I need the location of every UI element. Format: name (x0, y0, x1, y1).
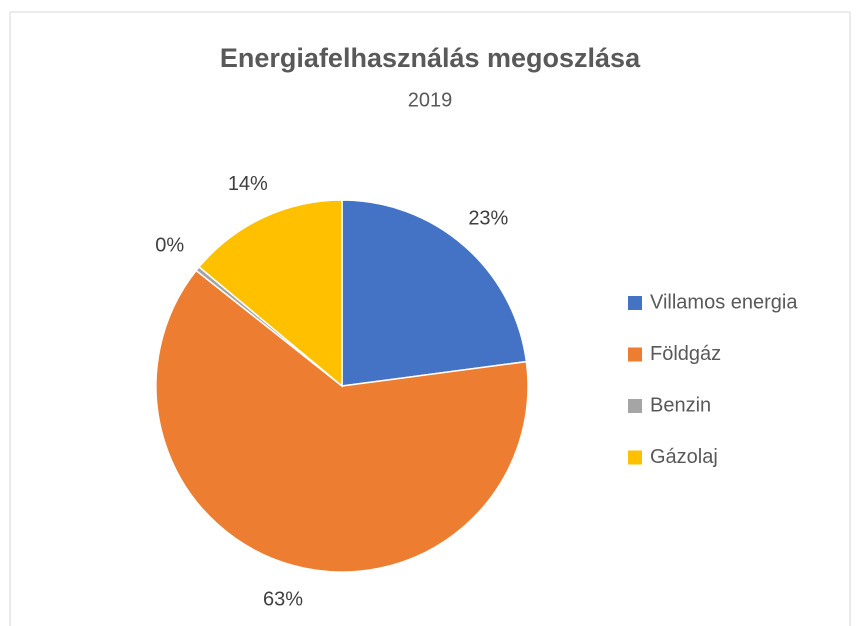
legend-label: Földgáz (650, 343, 721, 365)
legend-label: Benzin (650, 394, 711, 416)
legend-swatch (628, 450, 642, 465)
chart-subtitle: 2019 (408, 89, 453, 111)
legend-swatch (628, 347, 642, 362)
legend-label: Villamos energia (650, 291, 798, 313)
data-label: 23% (468, 207, 508, 229)
data-label: 63% (263, 588, 303, 610)
legend-swatch (628, 399, 642, 413)
data-label: 0% (155, 234, 184, 256)
legend-label: Gázolaj (650, 446, 718, 468)
pie-slice (198, 199, 343, 388)
legend-swatch (628, 296, 642, 310)
chart-title: Energiafelhasználás megoszlása (220, 43, 641, 73)
pie-slice (341, 199, 528, 387)
pie-slice (155, 269, 529, 573)
data-label: 14% (228, 173, 268, 195)
